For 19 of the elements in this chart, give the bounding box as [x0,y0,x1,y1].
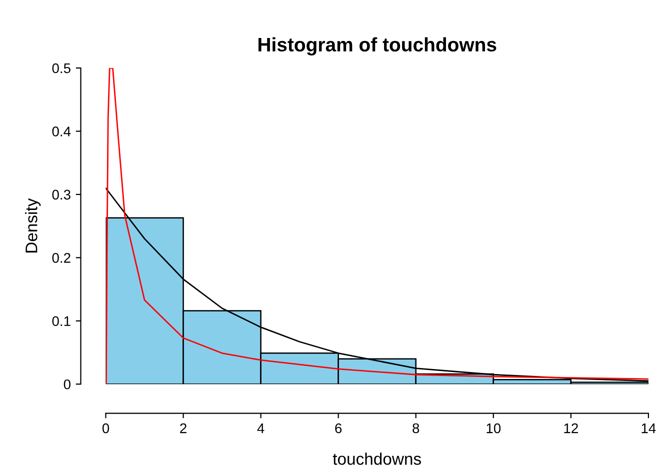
x-tick-label: 6 [335,423,342,434]
x-tick-label: 0 [102,423,110,434]
chart-title: Histogram of touchdowns [258,37,496,56]
y-tick-label: 0.1 [52,316,70,326]
line-series [106,68,648,384]
y-tick-label: 0.4 [52,126,71,136]
x-tick-label: 2 [180,423,186,434]
y-axis-title: Density [25,198,41,252]
x-tick-label: 14 [642,424,656,434]
y-tick-label: 0 [64,379,70,390]
y-tick-label: 0.3 [52,190,70,200]
x-tick-label: 10 [486,423,501,434]
x-axis-title: touchdowns [332,452,421,465]
x-tick-label: 4 [257,424,264,434]
x-tick-label: 8 [412,423,420,434]
y-tick-label: 0.2 [52,253,70,263]
y-tick-label: 0.5 [52,63,70,74]
x-tick-label: 12 [564,423,578,434]
line-series [106,187,648,382]
